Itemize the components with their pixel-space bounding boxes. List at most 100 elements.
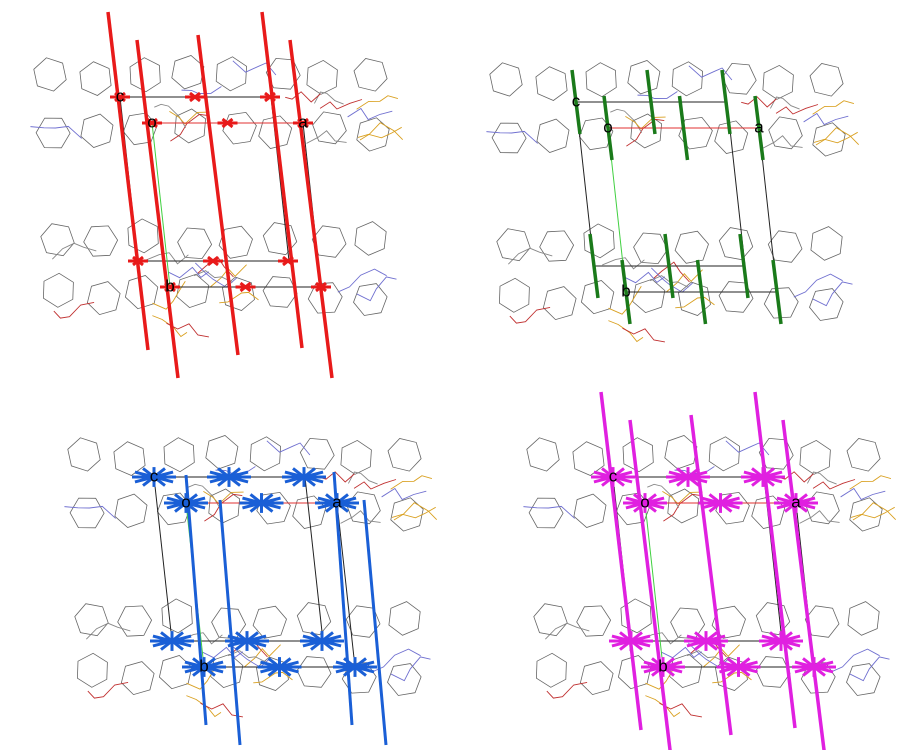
- ring: [296, 602, 332, 636]
- axis-star: [284, 470, 324, 484]
- bond: [306, 130, 347, 144]
- axis-rod: [620, 259, 632, 325]
- ring: [74, 603, 109, 637]
- bond: [850, 506, 895, 519]
- bond: [353, 479, 397, 490]
- axis-rod: [602, 95, 614, 161]
- bond: [64, 505, 117, 519]
- ring: [576, 605, 612, 637]
- bond: [243, 644, 281, 668]
- bond: [610, 108, 643, 134]
- bond: [793, 273, 843, 298]
- bond: [778, 471, 814, 483]
- ring: [171, 55, 205, 90]
- axis-label: c: [572, 91, 581, 110]
- bond: [219, 291, 259, 304]
- axis-star: [242, 496, 281, 510]
- axis-rod: [695, 259, 708, 325]
- ring: [388, 601, 421, 636]
- bond: [390, 656, 431, 682]
- ring: [767, 230, 803, 263]
- ring: [535, 652, 567, 688]
- axis-rod: [645, 69, 657, 135]
- ring: [292, 495, 327, 529]
- axis-star: [260, 660, 299, 674]
- ring: [622, 437, 654, 473]
- bond: [152, 280, 186, 310]
- bond: [762, 135, 803, 149]
- bond: [509, 306, 551, 324]
- axis-rod: [677, 95, 690, 161]
- bond: [545, 622, 590, 640]
- ring: [755, 602, 791, 636]
- axis-line: [260, 11, 304, 349]
- ring: [83, 225, 119, 257]
- axis-label: b: [199, 656, 208, 675]
- bond: [799, 510, 840, 524]
- axis-rod: [753, 95, 765, 161]
- ring: [258, 115, 293, 149]
- axis-rod: [663, 233, 675, 299]
- axis-star: [302, 634, 342, 648]
- cell-edge: [304, 476, 324, 642]
- bond: [201, 646, 244, 659]
- ring: [312, 111, 347, 145]
- ring: [86, 281, 121, 316]
- axis-star: [239, 281, 252, 293]
- ring: [671, 61, 704, 97]
- bond: [625, 115, 666, 130]
- axis-rod: [738, 233, 750, 299]
- ring: [306, 59, 338, 95]
- ring: [667, 488, 700, 524]
- bond: [356, 95, 399, 110]
- ring: [356, 117, 390, 152]
- ring: [630, 113, 663, 149]
- axis-label: c: [609, 466, 618, 485]
- axis-label: a: [791, 492, 801, 511]
- bond: [626, 118, 665, 147]
- bond: [166, 322, 209, 338]
- bond: [803, 112, 849, 126]
- axis-star: [152, 634, 192, 648]
- bond: [608, 320, 644, 343]
- axis-line: [184, 474, 208, 726]
- ring: [809, 63, 844, 97]
- ring: [573, 493, 607, 528]
- axis-star: [335, 660, 375, 674]
- bond: [169, 110, 210, 125]
- ring: [129, 57, 161, 93]
- bond: [319, 471, 355, 483]
- ring: [35, 117, 71, 149]
- ring: [496, 228, 531, 262]
- ring: [535, 66, 568, 101]
- bond: [622, 327, 665, 343]
- bond: [637, 91, 678, 99]
- bond: [87, 681, 129, 699]
- bond: [486, 130, 539, 144]
- bond: [830, 648, 880, 673]
- bond: [30, 125, 83, 139]
- bond: [712, 671, 752, 684]
- axis-star: [761, 634, 801, 648]
- ring: [768, 116, 803, 150]
- cell-edge: [336, 502, 356, 668]
- ring: [127, 218, 159, 254]
- axis-rod: [570, 69, 582, 135]
- bond: [852, 502, 897, 521]
- axis-star: [743, 470, 783, 484]
- ring: [117, 605, 153, 637]
- axis-label: a: [332, 492, 342, 511]
- ring: [583, 223, 615, 259]
- ring: [678, 116, 713, 150]
- ring: [536, 118, 570, 153]
- bond: [645, 695, 681, 718]
- ring: [174, 108, 207, 144]
- bond: [849, 475, 892, 490]
- axis-rod: [720, 69, 732, 135]
- bond: [52, 242, 97, 260]
- bond: [651, 267, 693, 293]
- bond: [849, 656, 890, 682]
- bond: [227, 650, 267, 663]
- ring: [539, 230, 575, 262]
